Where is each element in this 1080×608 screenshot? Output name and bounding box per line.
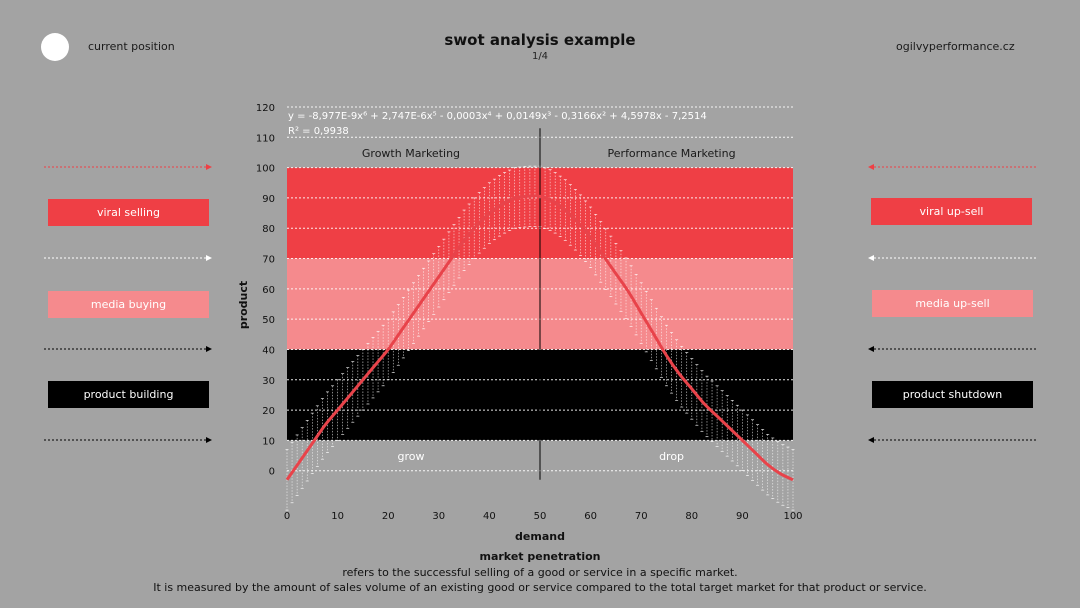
product-shutdown-button[interactable]: product shutdown xyxy=(872,381,1033,408)
y-tick-label: 120 xyxy=(256,103,275,114)
x-tick-label: 40 xyxy=(483,511,496,522)
x-tick-label: 10 xyxy=(331,511,344,522)
x-tick-label: 70 xyxy=(635,511,648,522)
arrow-right-icon xyxy=(206,255,212,261)
arrow-left-icon xyxy=(868,437,874,443)
x-tick-label: 90 xyxy=(736,511,749,522)
y-tick-label: 70 xyxy=(262,255,275,266)
viral-up-sell-button[interactable]: viral up-sell xyxy=(871,198,1032,225)
x-tick-label: 30 xyxy=(432,511,445,522)
y-tick-label: 110 xyxy=(256,133,275,144)
series-curve xyxy=(285,194,794,482)
y-tick-label: 30 xyxy=(262,376,275,387)
footer-line-2: It is measured by the amount of sales vo… xyxy=(153,581,927,594)
x-axis-label: demand xyxy=(515,530,565,543)
current-position-indicator[interactable] xyxy=(41,33,69,61)
page-number: 1/4 xyxy=(531,51,549,62)
media-buying-button[interactable]: media buying xyxy=(48,291,209,318)
arrow-right-icon xyxy=(206,437,212,443)
y-tick-label: 90 xyxy=(262,194,275,205)
page-title: swot analysis example xyxy=(444,31,636,49)
trendline-r-squared: R² = 0,9938 xyxy=(288,126,349,137)
x-tick-label: 100 xyxy=(783,511,802,522)
x-tick-label: 50 xyxy=(534,511,547,522)
x-tick-label: 20 xyxy=(382,511,395,522)
region-label-performance-marketing: Performance Marketing xyxy=(608,147,736,160)
y-tick-label: 0 xyxy=(269,467,275,478)
viral-selling-button[interactable]: viral selling xyxy=(48,199,209,226)
x-tick-label: 60 xyxy=(584,511,597,522)
y-axis-label: product xyxy=(237,281,250,329)
site-link[interactable]: ogilvyperformance.cz xyxy=(896,40,1015,53)
region-label-grow: grow xyxy=(397,450,424,463)
y-tick-label: 20 xyxy=(262,406,275,417)
y-tick-label: 80 xyxy=(262,224,275,235)
product-building-button[interactable]: product building xyxy=(48,381,209,408)
arrow-right-icon xyxy=(206,164,212,170)
y-tick-label: 40 xyxy=(262,345,275,356)
current-position-label: current position xyxy=(88,40,175,53)
footer-heading: market penetration xyxy=(479,550,601,563)
x-tick-label: 80 xyxy=(685,511,698,522)
region-label-drop: drop xyxy=(659,450,684,463)
arrow-left-icon xyxy=(868,346,874,352)
y-tick-label: 10 xyxy=(262,436,275,447)
y-tick-label: 100 xyxy=(256,164,275,175)
y-tick-label: 60 xyxy=(262,285,275,296)
arrow-left-icon xyxy=(868,164,874,170)
trendline-equation: y = -8,977E-9x⁶ + 2,747E-6x⁵ - 0,0003x⁴ … xyxy=(288,111,707,122)
media-up-sell-button[interactable]: media up-sell xyxy=(872,290,1033,317)
y-tick-label: 50 xyxy=(262,315,275,326)
x-tick-label: 0 xyxy=(284,511,290,522)
arrow-right-icon xyxy=(206,346,212,352)
chart-tick-labels: 0 10 20 30 40 50 60 70 80 90 100 110 120 0 10 20 30 40 50 6… xyxy=(256,103,803,522)
footer-line-1: refers to the successful selling of a go… xyxy=(342,566,738,579)
arrow-left-icon xyxy=(868,255,874,261)
side-arrows xyxy=(44,164,1036,443)
region-label-growth-marketing: Growth Marketing xyxy=(362,147,460,160)
